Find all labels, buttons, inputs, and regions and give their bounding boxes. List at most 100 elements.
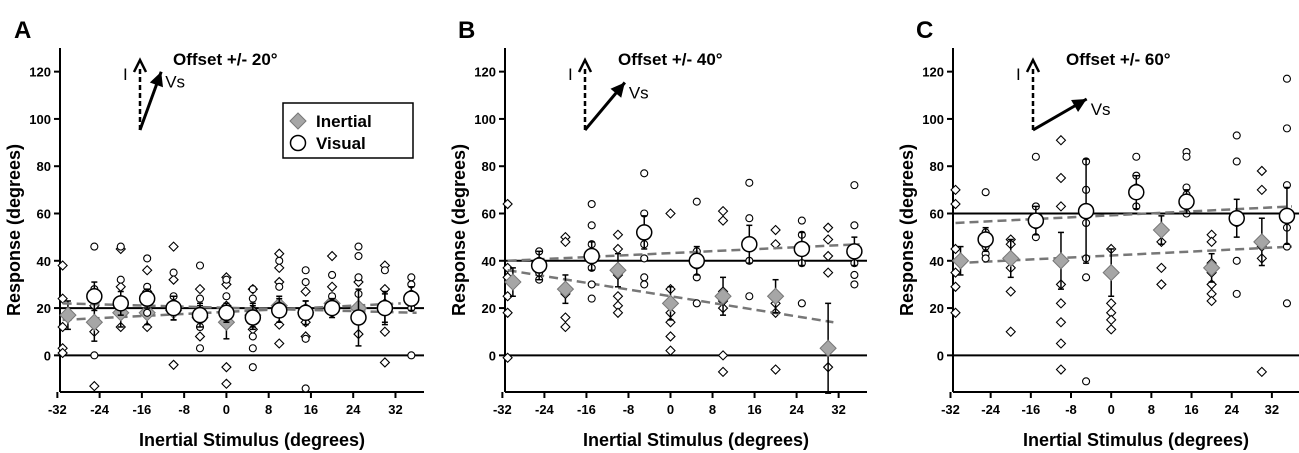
x-tick-label: 24 bbox=[1224, 402, 1239, 417]
mean-point-inertial bbox=[1052, 252, 1070, 270]
raw-point-inertial bbox=[379, 326, 391, 337]
raw-point-visual bbox=[587, 280, 596, 289]
mean-point-visual bbox=[86, 287, 103, 305]
y-axis-label: Response (degrees) bbox=[449, 144, 469, 316]
raw-point-inertial bbox=[717, 366, 729, 378]
raw-point-inertial bbox=[502, 198, 513, 210]
mean-point-visual bbox=[846, 243, 863, 260]
raw-point-inertial bbox=[1005, 286, 1017, 297]
raw-point-visual bbox=[1082, 273, 1091, 282]
mean-point-inertial bbox=[1102, 263, 1120, 282]
raw-point-inertial bbox=[57, 321, 68, 333]
raw-point-visual bbox=[195, 344, 205, 353]
inertial-series bbox=[502, 198, 837, 394]
x-tick-label: 32 bbox=[1265, 402, 1279, 417]
visual-arrow-label: Vs bbox=[165, 73, 185, 92]
x-axis-label: Inertial Stimulus (degrees) bbox=[1023, 430, 1249, 450]
raw-point-visual bbox=[195, 294, 205, 303]
raw-point-visual bbox=[981, 254, 990, 263]
x-tick-label: 16 bbox=[304, 402, 318, 417]
raw-point-inertial bbox=[300, 286, 311, 297]
x-tick-label: 16 bbox=[1184, 402, 1198, 417]
mean-point-visual bbox=[530, 257, 548, 274]
raw-point-inertial bbox=[560, 312, 571, 323]
raw-point-inertial bbox=[89, 380, 100, 392]
raw-point-inertial bbox=[665, 208, 676, 219]
x-tick-label: 24 bbox=[346, 402, 361, 417]
y-tick-label: 120 bbox=[474, 65, 496, 80]
x-axis-label: Inertial Stimulus (degrees) bbox=[139, 430, 365, 450]
raw-point-inertial bbox=[1206, 236, 1217, 248]
raw-point-inertial bbox=[1105, 314, 1117, 326]
mean-point-visual bbox=[138, 290, 156, 307]
raw-point-visual bbox=[195, 261, 205, 270]
raw-point-inertial bbox=[950, 243, 961, 255]
mean-point-inertial bbox=[951, 252, 970, 270]
raw-point-visual bbox=[1282, 299, 1291, 308]
raw-point-visual bbox=[248, 363, 257, 372]
raw-point-visual bbox=[1232, 256, 1241, 265]
raw-point-visual bbox=[407, 273, 416, 282]
y-tick-label: 80 bbox=[930, 159, 944, 174]
raw-point-inertial bbox=[141, 264, 153, 276]
mean-point-visual bbox=[112, 295, 130, 312]
raw-point-visual bbox=[116, 242, 125, 251]
x-tick-label: 8 bbox=[265, 402, 272, 417]
panel-b: B 0 20 40 60 80 100 120 -32 -24 -16 -8 0 8 16 24 32 Inert… bbox=[449, 17, 867, 450]
legend-marker-inertial bbox=[289, 112, 307, 130]
raw-point-visual bbox=[1082, 377, 1091, 386]
mean-point-inertial bbox=[1152, 221, 1171, 239]
panel-title: Offset +/- 60° bbox=[1066, 50, 1171, 69]
raw-point-visual bbox=[1232, 131, 1241, 140]
raw-point-inertial bbox=[950, 198, 961, 210]
mean-point-visual bbox=[376, 299, 394, 317]
raw-point-inertial bbox=[273, 338, 285, 349]
raw-point-visual bbox=[301, 334, 310, 343]
mean-point-visual bbox=[741, 235, 758, 253]
inertial-arrow-head bbox=[577, 57, 593, 73]
raw-point-visual bbox=[248, 294, 257, 303]
y-tick-label: 60 bbox=[482, 206, 496, 221]
raw-point-visual bbox=[587, 199, 596, 209]
x-tick-label: 32 bbox=[388, 402, 402, 417]
panel-c: C 0 20 40 60 80 100 120 -32 -24 -16 -8 0 8 16 24 32 Inert… bbox=[897, 17, 1299, 450]
mean-point-inertial bbox=[1002, 249, 1020, 268]
x-tick-label: -24 bbox=[535, 402, 555, 417]
raw-point-visual bbox=[1232, 289, 1241, 298]
y-tick-label: 0 bbox=[489, 348, 496, 363]
inertial-arrow-head bbox=[132, 57, 148, 73]
x-tick-label: -16 bbox=[132, 402, 151, 417]
raw-point-visual bbox=[850, 221, 859, 230]
raw-point-inertial bbox=[1206, 295, 1217, 307]
raw-point-visual bbox=[248, 332, 257, 341]
x-tick-label: 0 bbox=[667, 402, 674, 417]
raw-point-visual bbox=[692, 197, 701, 206]
visual-arrow-head bbox=[610, 82, 625, 98]
x-tick-label: 32 bbox=[831, 402, 845, 417]
mean-point-inertial bbox=[1253, 233, 1271, 251]
raw-point-visual bbox=[1182, 152, 1191, 161]
raw-point-inertial bbox=[502, 307, 513, 319]
legend-marker-visual bbox=[289, 134, 307, 152]
raw-point-inertial bbox=[1055, 338, 1067, 349]
mean-point-inertial bbox=[85, 313, 104, 331]
raw-point-visual bbox=[1031, 152, 1040, 161]
raw-point-inertial bbox=[1055, 201, 1067, 212]
mean-point-visual bbox=[583, 247, 600, 265]
raw-point-inertial bbox=[1005, 326, 1017, 337]
raw-point-visual bbox=[222, 292, 231, 301]
raw-point-visual bbox=[587, 294, 596, 303]
visual-series bbox=[507, 169, 863, 308]
x-tick-label: 0 bbox=[223, 402, 230, 417]
panel-a: A 0 20 40 60 80 100 120 -32 -24 -16 -8 0 8 16 24 32 Inert… bbox=[4, 17, 424, 450]
raw-point-inertial bbox=[379, 357, 391, 368]
y-tick-label: 40 bbox=[930, 254, 944, 269]
raw-point-inertial bbox=[770, 224, 781, 236]
mean-point-visual bbox=[635, 224, 653, 241]
raw-point-inertial bbox=[822, 250, 834, 262]
mean-point-inertial bbox=[714, 287, 732, 305]
y-tick-label: 80 bbox=[482, 159, 496, 174]
raw-point-inertial bbox=[221, 361, 232, 373]
x-axis-label: Inertial Stimulus (degrees) bbox=[583, 430, 809, 450]
raw-point-inertial bbox=[950, 307, 961, 319]
